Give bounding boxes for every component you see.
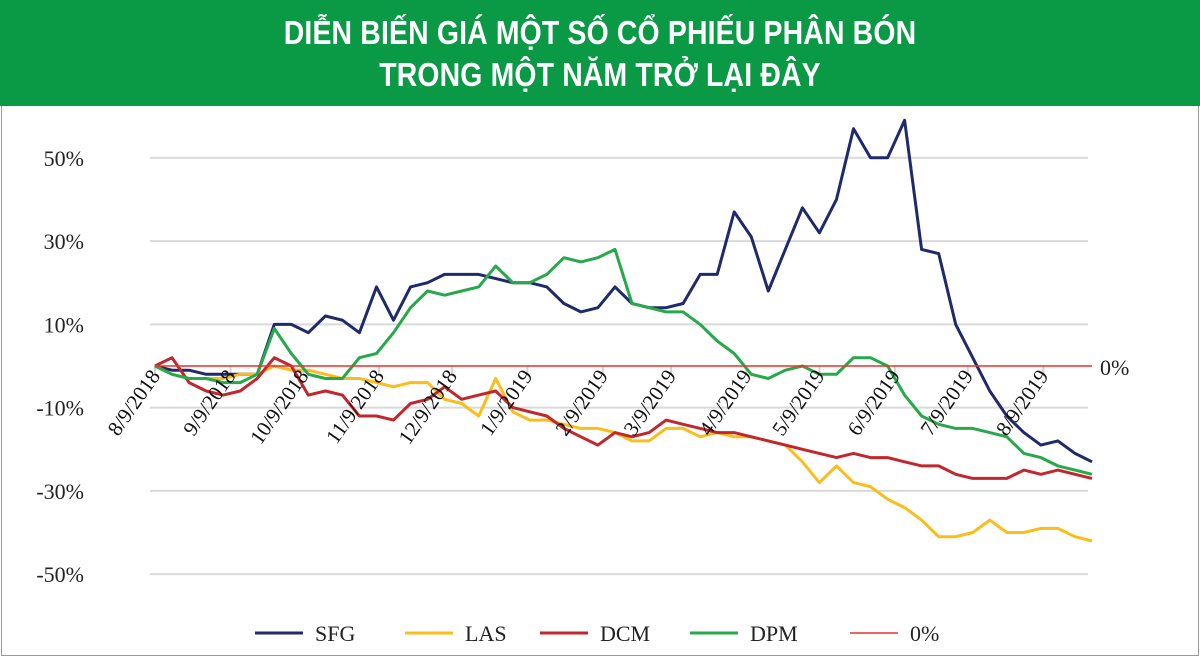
series-line-dcm [154, 356, 1093, 480]
legend-label-dpm: DPM [750, 621, 798, 646]
legend-label-dcm: DCM [600, 621, 650, 646]
chart-title-line-1: DIỄN BIẾN GIÁ MỘT SỐ CỔ PHIẾU PHÂN BÓN [283, 14, 917, 51]
x-tick-label: 9/9/2018 [178, 365, 240, 440]
y-tick-label: 50% [44, 146, 84, 171]
legend-label-0pct: 0% [910, 621, 939, 646]
x-tick-label: 5/9/2019 [767, 365, 829, 440]
series-line-sfg [154, 118, 1093, 464]
legend-label-sfg: SFG [315, 621, 355, 646]
y-tick-label: -50% [36, 562, 84, 587]
y-tick-label: 10% [44, 312, 84, 337]
y-tick-label: -30% [36, 479, 84, 504]
x-tick-label: 8/9/2018 [103, 365, 165, 440]
y-tick-label: 30% [44, 229, 84, 254]
legend-label-las: LAS [465, 621, 507, 646]
zero-line-label: 0% [1100, 355, 1129, 380]
chart-title-banner: DIỄN BIẾN GIÁ MỘT SỐ CỔ PHIẾU PHÂN BÓN T… [0, 0, 1200, 106]
x-tick-label: 8/9/2019 [991, 365, 1053, 440]
chart-frame [1, 106, 1199, 656]
x-tick-label: 6/9/2019 [842, 365, 904, 440]
x-tick-label: 4/9/2019 [694, 365, 756, 440]
series-line-dpm [154, 247, 1093, 476]
y-tick-label: -10% [36, 396, 84, 421]
chart-title-line-2: TRONG MỘT NĂM TRỞ LẠI ĐÂY [379, 56, 821, 93]
series-line-las [154, 364, 1093, 543]
